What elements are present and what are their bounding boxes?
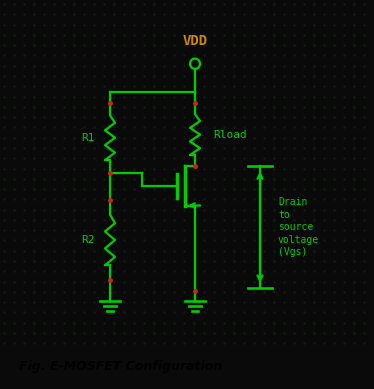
Text: R2: R2 bbox=[81, 235, 95, 245]
Text: R1: R1 bbox=[81, 133, 95, 143]
Text: Rload: Rload bbox=[213, 130, 247, 140]
Text: Fig. E-MOSFET Configuration: Fig. E-MOSFET Configuration bbox=[19, 360, 222, 373]
Text: Drain
to
source
voltage
(Vgs): Drain to source voltage (Vgs) bbox=[278, 197, 319, 257]
Text: VDD: VDD bbox=[183, 34, 208, 48]
